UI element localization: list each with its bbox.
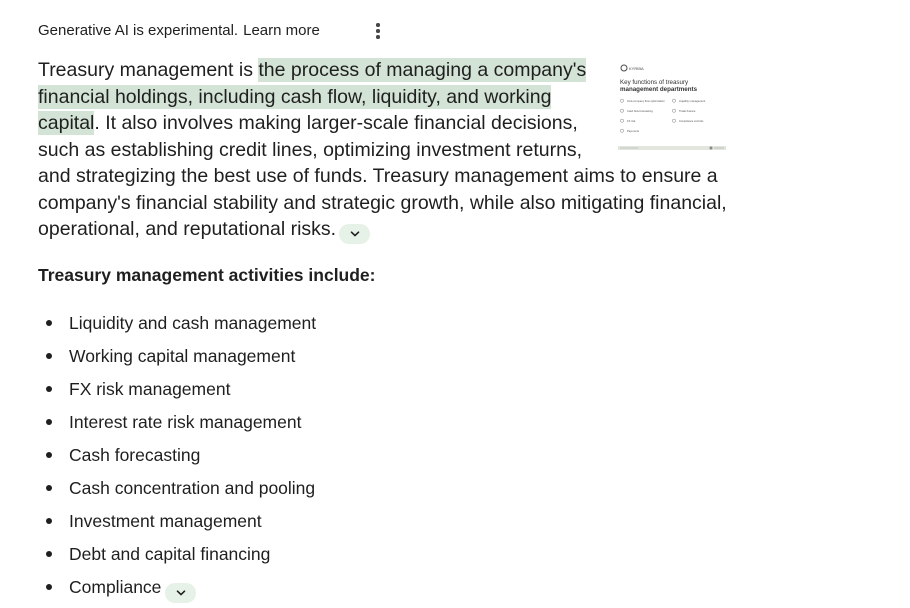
- bullet-icon: [46, 386, 52, 392]
- list-item-label: Compliance: [69, 577, 162, 597]
- list-item: FX risk management: [38, 376, 316, 409]
- bullet-icon: [46, 485, 52, 491]
- thumbnail-item-label: Payments: [627, 129, 640, 133]
- thumbnail-item-icon: [620, 108, 624, 113]
- thumbnail-item-label: Intra-company flow optimization: [627, 99, 665, 103]
- list-item-label: Liquidity and cash management: [69, 313, 317, 333]
- list-item: Working capital management: [38, 343, 316, 376]
- more-vert-icon: [376, 23, 380, 27]
- thumbnail-item-icon: [620, 118, 624, 123]
- thumbnail-title-line: Key functions of treasury: [620, 79, 689, 86]
- bullet-icon: [46, 320, 52, 326]
- overview-rest: . It also involves making larger-scale f…: [38, 112, 727, 240]
- bullet-icon: [46, 419, 52, 425]
- bullet-icon: [46, 551, 52, 557]
- activities-list: Liquidity and cash management Working cap…: [38, 310, 316, 607]
- thumbnail-item-icon: [620, 98, 624, 103]
- list-item: Investment management: [38, 508, 316, 541]
- bullet-icon: [46, 353, 52, 359]
- source-thumbnail[interactable]: KYRIBA Key functions of treasury managem…: [618, 62, 728, 154]
- activities-heading: Treasury management activities include:: [38, 265, 376, 285]
- thumbnail-title-line: management departments: [620, 86, 698, 93]
- chevron-down-icon: [350, 231, 359, 237]
- chevron-down-icon: [176, 590, 186, 596]
- list-item: Cash forecasting: [38, 442, 316, 475]
- list-item-label: Interest rate risk management: [69, 412, 302, 432]
- thumbnail-image: KYRIBA Key functions of treasury managem…: [618, 62, 728, 154]
- thumbnail-item-label: Cash flow forecasting: [627, 109, 653, 113]
- bullet-icon: [46, 584, 52, 590]
- thumbnail-item-icon: [672, 108, 676, 113]
- thumbnail-items-right: Liquidity management Trade finance Complia…: [672, 98, 706, 123]
- thumbnail-item-label: Trade finance: [679, 109, 696, 113]
- list-item-label: FX risk management: [69, 379, 231, 399]
- list-item: Cash concentration and pooling: [38, 475, 316, 508]
- list-item-label: Cash forecasting: [69, 445, 201, 465]
- thumbnail-item-label: Liquidity management: [679, 99, 706, 103]
- thumbnail-item-label: Compliance controls: [679, 119, 704, 123]
- list-item-label: Debt and capital financing: [69, 544, 271, 564]
- thumbnail-item-label: FX risk: [627, 119, 636, 123]
- thumbnail-item-icon: [672, 118, 676, 123]
- overview-paragraph: Treasury management is the process of ma…: [38, 57, 728, 244]
- list-item-label: Cash concentration and pooling: [69, 478, 316, 498]
- learn-more-link[interactable]: Learn more: [243, 21, 320, 39]
- list-item: Interest rate risk management: [38, 409, 316, 442]
- list-item: Compliance: [38, 574, 316, 607]
- thumbnail-brand: KYRIBA: [629, 66, 644, 71]
- overview-answer: KYRIBA Key functions of treasury managem…: [38, 57, 728, 244]
- list-item-label: Investment management: [69, 511, 262, 531]
- more-options-button[interactable]: [366, 20, 390, 42]
- thumbnail-items-left: Intra-company flow optimization Cash flow…: [620, 98, 665, 133]
- bullet-icon: [46, 452, 52, 458]
- experimental-text: Generative AI is experimental.: [38, 21, 239, 39]
- list-item-label: Working capital management: [69, 346, 296, 366]
- show-more-button[interactable]: [339, 224, 371, 244]
- list-item: Liquidity and cash management: [38, 310, 316, 343]
- thumbnail-item-icon: [620, 128, 624, 133]
- list-item: Debt and capital financing: [38, 541, 316, 574]
- experimental-notice: Generative AI is experimental. Learn mor…: [38, 19, 320, 41]
- show-more-button[interactable]: [165, 583, 197, 603]
- bullet-icon: [46, 518, 52, 524]
- thumbnail-item-icon: [672, 98, 676, 103]
- overview-intro: Treasury management is: [38, 59, 259, 81]
